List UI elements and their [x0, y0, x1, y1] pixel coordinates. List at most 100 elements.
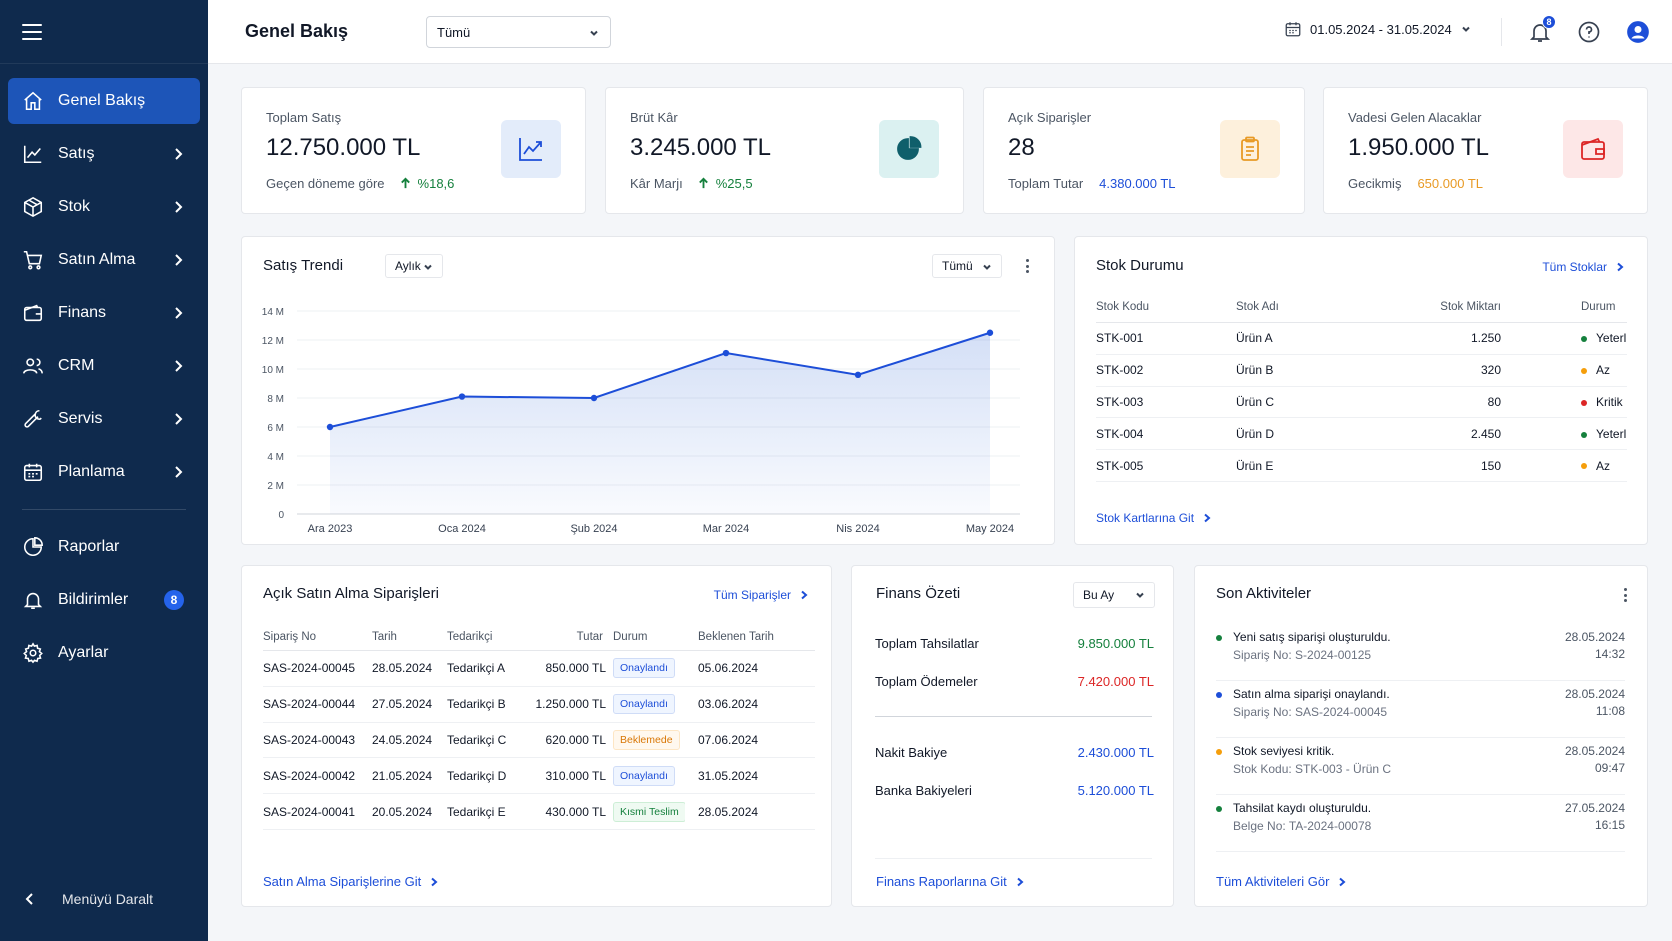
column-header: Stok Miktarı: [1440, 300, 1501, 313]
more-options-icon[interactable]: [1618, 586, 1632, 604]
finance-row: Toplam Ödemeler 7.420.000 TL: [875, 674, 1154, 689]
y-tick-label: 10 M: [262, 365, 284, 376]
sidebar-item-ayarlar[interactable]: Ayarlar: [8, 630, 200, 676]
finance-row-value: 5.120.000 TL: [1077, 783, 1154, 798]
sidebar-item-planlama[interactable]: Planlama: [8, 449, 200, 495]
table-row[interactable]: SAS-2024-00042 21.05.2024 Tedarikçi D 310.0…: [263, 758, 815, 795]
sidebar-divider: [22, 509, 186, 510]
table-cell: 21.05.2024: [372, 768, 433, 783]
top-header: Genel Bakış Tümü 01.05.2024 - 31.05.2024…: [208, 0, 1672, 64]
column-header: Durum: [613, 630, 648, 643]
trend-filter-select[interactable]: Tümü: [932, 254, 1002, 278]
sales-trend-title: Satış Trendi: [263, 257, 344, 274]
purchase-orders-card: Açık Satın Alma Siparişleri Tüm Siparişl…: [241, 565, 832, 907]
user-account-button[interactable]: [1626, 20, 1650, 44]
activity-timestamp: 28.05.2024 11:08: [1565, 686, 1625, 720]
finance-row-value: 9.850.000 TL: [1077, 636, 1154, 651]
table-row[interactable]: SAS-2024-00041 20.05.2024 Tedarikçi E 430.0…: [263, 794, 815, 830]
finance-row: Banka Bakiyeleri 5.120.000 TL: [875, 783, 1154, 798]
table-cell: STK-005: [1096, 458, 1144, 473]
sidebar-item-label: Servis: [58, 410, 103, 427]
data-point: [326, 423, 334, 431]
table-row[interactable]: SAS-2024-00044 27.05.2024 Tedarikçi B 1.250…: [263, 687, 815, 723]
calendar-icon: [22, 461, 44, 483]
help-button[interactable]: [1577, 20, 1601, 44]
hamburger-menu-icon[interactable]: [22, 23, 42, 40]
all-stocks-link[interactable]: Tüm Stoklar: [1542, 260, 1625, 274]
sidebar-item-servis[interactable]: Servis: [8, 396, 200, 442]
sidebar-item-satis[interactable]: Satış: [8, 131, 200, 177]
table-cell: 31.05.2024: [698, 768, 759, 783]
finance-row-label: Toplam Ödemeler: [875, 674, 978, 689]
sidebar-item-finans[interactable]: Finans: [8, 290, 200, 336]
y-tick-label: 8 M: [267, 394, 284, 405]
kpi-label: Toplam Satış: [266, 110, 342, 125]
activity-item[interactable]: Tahsilat kaydı oluşturuldu. Belge No: TA-…: [1216, 798, 1625, 852]
global-filter-select[interactable]: Tümü: [426, 16, 611, 48]
all-activities-link[interactable]: Tüm Aktiviteleri Gör: [1216, 874, 1347, 889]
chevron-down-icon: [588, 27, 600, 39]
kpi-sub: Geçen döneme göre %18,6: [266, 176, 454, 191]
table-cell: Ürün D: [1236, 426, 1275, 441]
table-cell: SAS-2024-00043: [263, 732, 356, 747]
more-options-icon[interactable]: [1020, 257, 1034, 275]
purchase-orders-title: Açık Satın Alma Siparişleri: [263, 585, 439, 602]
stock-status: Az: [1501, 459, 1627, 473]
kpi-value: 12.750.000 TL: [266, 134, 421, 161]
kpi-sub-label: Toplam Tutar: [1008, 176, 1084, 191]
sidebar-item-raporlar[interactable]: Raporlar: [8, 524, 200, 570]
column-header: Stok Adı: [1236, 300, 1279, 313]
box-icon: [22, 196, 44, 218]
stock-cards-link[interactable]: Stok Kartlarına Git: [1096, 511, 1212, 525]
activity-title: Satın alma siparişi onaylandı.: [1233, 687, 1390, 701]
finance-period-select[interactable]: Bu Ay: [1073, 582, 1155, 608]
trend-filter-value: Tümü: [942, 259, 973, 273]
table-cell: 320: [1480, 363, 1501, 378]
table-cell: 80: [1487, 394, 1501, 409]
arrow-up-icon: [698, 177, 708, 189]
activity-time: 16:15: [1594, 818, 1625, 832]
collapse-menu-label: Menüyü Daralt: [62, 891, 154, 907]
activity-subtitle: Stok Kodu: STK-003 - Ürün C: [1233, 762, 1392, 776]
sidebar-item-bildirimler[interactable]: Bildirimler 8: [8, 577, 200, 623]
date-range-picker[interactable]: 01.05.2024 - 31.05.2024: [1284, 20, 1472, 38]
activity-date: 28.05.2024: [1564, 744, 1625, 758]
table-row[interactable]: SAS-2024-00045 28.05.2024 Tedarikçi A 850.0…: [263, 651, 815, 687]
notifications-button[interactable]: 8: [1528, 15, 1556, 44]
table-row[interactable]: SAS-2024-00043 24.05.2024 Tedarikçi C 620.0…: [263, 723, 815, 759]
table-row[interactable]: STK-003 Ürün C 80 Kritik: [1096, 387, 1627, 419]
all-orders-link[interactable]: Tüm Siparişler: [714, 588, 809, 602]
activity-item[interactable]: Stok seviyesi kritik. Stok Kodu: STK-003 …: [1216, 741, 1625, 795]
table-row[interactable]: STK-005 Ürün E 150 Az: [1096, 450, 1627, 482]
recent-activities-card: Son Aktiviteler Yeni satış siparişi oluş…: [1194, 565, 1648, 907]
period-select[interactable]: Aylık: [385, 254, 443, 278]
status-badge: Onaylandı: [613, 765, 675, 786]
collapse-menu-button[interactable]: Menüyü Daralt: [22, 891, 153, 907]
finance-summary-card: Finans Özeti Bu Ay Toplam Tahsilatlar 9.8…: [851, 565, 1174, 907]
notification-badge: 8: [1542, 15, 1556, 29]
sidebar-item-satin-alma[interactable]: Satın Alma: [8, 237, 200, 283]
activity-item[interactable]: Satın alma siparişi onaylandı. Sipariş No…: [1216, 684, 1625, 738]
table-row[interactable]: STK-001 Ürün A 1.250 Yeterli: [1096, 323, 1627, 355]
activity-item[interactable]: Yeni satış siparişi oluşturuldu. Sipariş …: [1216, 627, 1625, 681]
table-cell: Tedarikçi C: [447, 732, 507, 747]
sidebar-item-stok[interactable]: Stok: [8, 184, 200, 230]
column-header: Sipariş No: [263, 630, 317, 643]
activity-title: Tahsilat kaydı oluşturuldu.: [1233, 801, 1372, 815]
chevron-right-icon: [1617, 262, 1624, 272]
purchase-orders-link[interactable]: Satın Alma Siparişlerine Git: [263, 874, 439, 889]
stock-status: Kritik: [1501, 395, 1627, 409]
users-icon: [22, 355, 44, 377]
table-row[interactable]: STK-004 Ürün D 2.450 Yeterli: [1096, 418, 1627, 451]
table-cell: Tedarikçi E: [447, 804, 506, 819]
series-line: [329, 331, 991, 428]
activity-timestamp: 28.05.2024 09:47: [1565, 743, 1625, 777]
table-row[interactable]: STK-002 Ürün B 320 Az: [1096, 355, 1627, 387]
activity-time: 14:32: [1594, 647, 1625, 661]
sidebar-item-genel-bakis[interactable]: Genel Bakış: [8, 78, 200, 124]
sidebar-item-crm[interactable]: CRM: [8, 343, 200, 389]
table-cell: Tedarikçi B: [447, 697, 506, 712]
finance-reports-link[interactable]: Finans Raporlarına Git: [876, 874, 1025, 889]
purchase-table-header: Sipariş No Tarih Tedarikçi Tutar Durum Beklen…: [263, 623, 815, 651]
column-header: Stok Kodu: [1096, 300, 1150, 313]
